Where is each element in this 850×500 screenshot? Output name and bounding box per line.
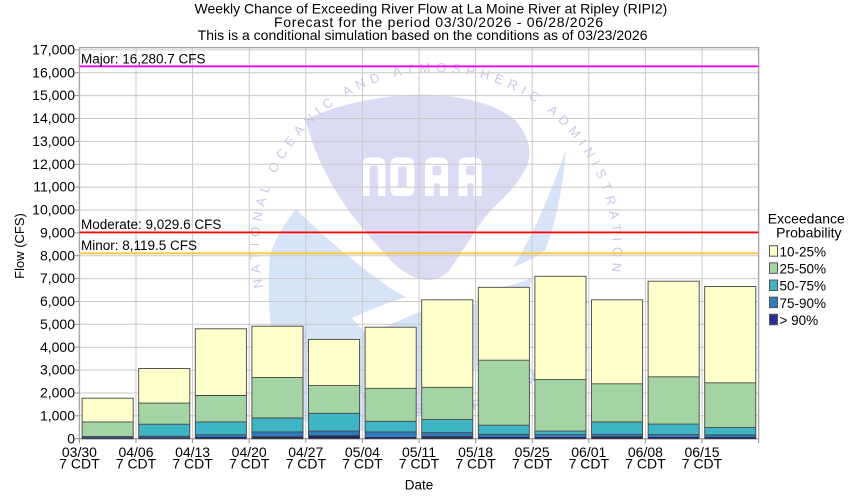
svg-text:06/01: 06/01	[571, 444, 606, 460]
svg-text:7 CDT: 7 CDT	[172, 455, 213, 471]
svg-text:03/30: 03/30	[62, 444, 97, 460]
svg-text:04/06: 04/06	[118, 444, 153, 460]
svg-text:12,000: 12,000	[32, 156, 75, 172]
svg-text:2,000: 2,000	[40, 385, 75, 401]
svg-text:14,000: 14,000	[32, 110, 75, 126]
svg-text:7 CDT: 7 CDT	[399, 455, 440, 471]
svg-text:> 90%: > 90%	[780, 313, 819, 328]
svg-text:25-50%: 25-50%	[780, 261, 827, 276]
svg-text:7 CDT: 7 CDT	[229, 455, 270, 471]
svg-text:75-90%: 75-90%	[780, 296, 827, 311]
svg-text:7 CDT: 7 CDT	[286, 455, 327, 471]
svg-text:Forecast for the period 03/30/: Forecast for the period 03/30/2026 - 06/…	[274, 14, 603, 30]
svg-text:Probability: Probability	[776, 225, 841, 241]
svg-text:17,000: 17,000	[32, 42, 75, 58]
svg-text:Date: Date	[405, 478, 434, 493]
svg-text:6,000: 6,000	[40, 293, 75, 309]
svg-text:7 CDT: 7 CDT	[569, 455, 610, 471]
svg-text:Weekly Chance of Exceeding Riv: Weekly Chance of Exceeding River Flow at…	[194, 0, 667, 16]
svg-text:Minor: 8,119.5 CFS: Minor: 8,119.5 CFS	[81, 238, 197, 253]
svg-text:05/04: 05/04	[345, 444, 380, 460]
svg-text:8,000: 8,000	[40, 247, 75, 263]
svg-text:05/25: 05/25	[515, 444, 550, 460]
svg-text:7,000: 7,000	[40, 270, 75, 286]
svg-text:04/13: 04/13	[175, 444, 210, 460]
svg-text:Flow (CFS): Flow (CFS)	[12, 213, 27, 279]
svg-text:7 CDT: 7 CDT	[455, 455, 496, 471]
svg-text:7 CDT: 7 CDT	[59, 455, 100, 471]
svg-text:1,000: 1,000	[40, 407, 75, 423]
svg-text:04/20: 04/20	[232, 444, 267, 460]
svg-text:04/27: 04/27	[288, 444, 323, 460]
svg-text:7 CDT: 7 CDT	[682, 455, 723, 471]
svg-text:11,000: 11,000	[33, 179, 75, 195]
svg-text:9,000: 9,000	[40, 225, 75, 241]
svg-text:10-25%: 10-25%	[780, 244, 827, 259]
svg-text:15,000: 15,000	[32, 87, 75, 103]
svg-text:7 CDT: 7 CDT	[342, 455, 383, 471]
svg-text:06/08: 06/08	[628, 444, 663, 460]
svg-text:0: 0	[67, 430, 75, 446]
svg-text:Exceedance: Exceedance	[768, 211, 845, 227]
svg-text:Moderate: 9,029.6 CFS: Moderate: 9,029.6 CFS	[81, 217, 221, 232]
svg-text:06/15: 06/15	[684, 444, 719, 460]
svg-text:16,000: 16,000	[32, 64, 75, 80]
svg-text:7 CDT: 7 CDT	[512, 455, 553, 471]
svg-text:7 CDT: 7 CDT	[116, 455, 157, 471]
svg-text:10,000: 10,000	[32, 202, 75, 218]
svg-text:13,000: 13,000	[32, 133, 75, 149]
svg-text:05/11: 05/11	[402, 444, 436, 460]
svg-text:50-75%: 50-75%	[780, 279, 827, 294]
svg-text:Major: 16,280.7 CFS: Major: 16,280.7 CFS	[81, 51, 206, 66]
svg-text:05/18: 05/18	[458, 444, 493, 460]
svg-text:7 CDT: 7 CDT	[625, 455, 666, 471]
svg-text:3,000: 3,000	[40, 362, 75, 378]
svg-text:4,000: 4,000	[40, 339, 75, 355]
svg-text:5,000: 5,000	[40, 316, 75, 332]
svg-text:This is a conditional simulati: This is a conditional simulation based o…	[198, 27, 648, 43]
